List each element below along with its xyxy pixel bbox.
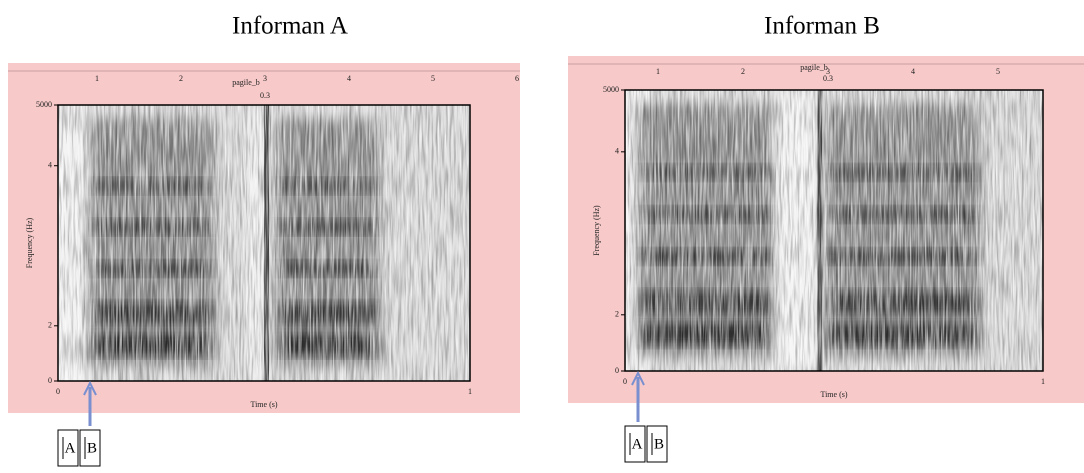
top-tick-label: 5 (996, 67, 1000, 76)
phoneme-label: A (65, 440, 76, 456)
plot-frame (57, 104, 471, 382)
file-label: pagile_b (232, 78, 260, 87)
top-tick-label: 2 (179, 74, 183, 83)
arrow-head (83, 380, 97, 396)
x-tick-label: 0 (623, 377, 627, 386)
y-tick-label: 5000 (603, 85, 619, 94)
x-axis-label: Time (s) (820, 390, 847, 399)
spectrogram-image (58, 105, 470, 381)
y-axis-label: Frequency (Hz) (25, 217, 34, 268)
top-tick-label: 5 (431, 74, 435, 83)
top-tick-label: 3 (826, 67, 830, 76)
y-tick-label: 2 (615, 310, 619, 319)
x-tick-label: 0 (56, 387, 60, 396)
y-tick-label: 0 (48, 376, 52, 385)
x-axis-label: Time (s) (250, 400, 277, 409)
phoneme-label: B (87, 440, 97, 456)
arrow-head (631, 370, 645, 386)
texture-dark (625, 90, 1043, 371)
x-tick-label: 1 (468, 387, 472, 396)
spectrogram-panel: Informan B 1 2 3 4 5 pagile_b 0.3 5000 4 2 0 Frequen… (568, 13, 1084, 463)
phoneme-label: A (632, 436, 643, 452)
spectrogram-image (625, 90, 1043, 371)
top-tick-label: 1 (656, 67, 660, 76)
file-label: pagile_b (800, 63, 828, 72)
top-tick-label: 1 (95, 74, 99, 83)
marker-label: 0.3 (260, 91, 270, 100)
y-tick-label: 4 (615, 147, 619, 156)
top-tick-label: 6 (515, 74, 519, 83)
top-tick-label: 4 (347, 74, 351, 83)
x-tick-label: 1 (1041, 377, 1045, 386)
top-tick-label: 4 (911, 67, 915, 76)
y-tick-label: 0 (615, 366, 619, 375)
plot-frame (624, 89, 1044, 372)
y-tick-label: 2 (48, 321, 52, 330)
y-axis-label: Frequency (Hz) (592, 205, 601, 256)
top-tick-label: 3 (263, 74, 267, 83)
top-tick-label: 2 (741, 67, 745, 76)
y-tick-label: 5000 (36, 100, 52, 109)
marker-label: 0.3 (823, 74, 833, 83)
panel-title: Informan A (232, 13, 348, 40)
y-tick-label: 4 (48, 161, 52, 170)
panel-title: Informan B (764, 13, 880, 40)
texture-dark (58, 105, 470, 381)
spectrogram-panel: Informan A 1 2 3 4 5 6 pagile_b0.3 5000 4 2 0 Freque… (8, 13, 520, 467)
phoneme-label: B (654, 436, 664, 452)
